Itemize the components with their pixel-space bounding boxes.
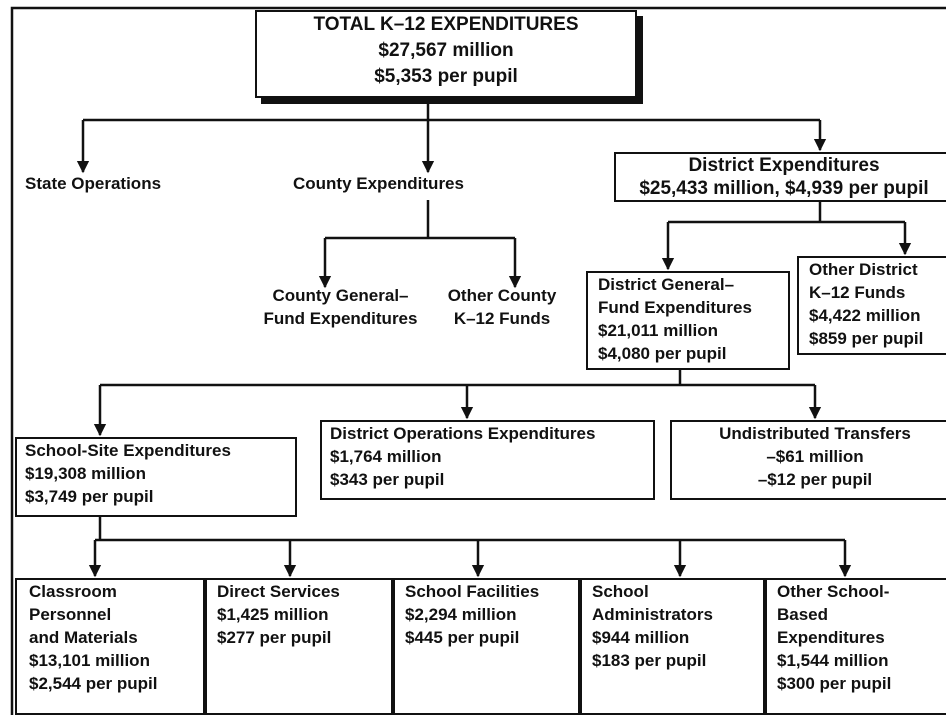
node-text: Expenditures: [777, 628, 885, 647]
node-text: Other District: [809, 260, 918, 279]
node-text: $19,308 million: [25, 464, 146, 483]
node-text: $859 per pupil: [809, 329, 924, 348]
node-text: State Operations: [25, 174, 162, 193]
node-text: $4,422 million: [809, 306, 921, 325]
node-text: $5,353 per pupil: [374, 66, 518, 87]
node-box: Classroom Personnel and Materials $13,101 m…: [15, 578, 205, 715]
node-text: TOTAL K–12 EXPENDITURES: [313, 14, 579, 35]
node-text: Based: [777, 605, 829, 624]
lines: [10, 6, 946, 715]
node-text: $25,433 million, $4,939 per pupil: [639, 178, 929, 199]
node-text: $4,080 per pupil: [598, 344, 727, 363]
node-text: $1,544 million: [777, 651, 889, 670]
node-text: and Materials: [29, 628, 138, 647]
node-box: TOTAL K–12 EXPENDITURES $27,567 million $5…: [255, 10, 637, 98]
node-box: Other District K–12 Funds $4,422 million $8…: [797, 256, 946, 355]
node-text: $944 million: [592, 628, 690, 647]
node-text: Other School-: [777, 582, 890, 601]
node-text: Direct Services: [217, 582, 340, 601]
node-box: School-Site Expenditures $19,308 million $…: [15, 437, 297, 517]
node-text: Undistributed Transfers: [719, 424, 911, 443]
node-text: Personnel: [29, 605, 112, 624]
node-box: District Expenditures $25,433 million, $4…: [614, 152, 946, 202]
node-text: District Expenditures: [688, 155, 880, 176]
node-text: $13,101 million: [29, 651, 150, 670]
node-text: $3,749 per pupil: [25, 487, 154, 506]
node-box: District General– Fund Expenditures $21,01…: [586, 271, 790, 370]
node-text: $445 per pupil: [405, 628, 520, 647]
node-text: K–12 Funds: [453, 309, 551, 328]
node-text: Administrators: [592, 605, 713, 624]
node-box: District Operations Expenditures $1,764 m…: [320, 420, 655, 500]
node-text: $27,567 million: [378, 40, 514, 61]
node-text: $21,011 million: [598, 321, 719, 340]
node-label: County General– Fund Expenditures: [243, 284, 438, 334]
node-box: Other School- Based Expenditures $1,544 mil…: [765, 578, 946, 715]
node-text: $277 per pupil: [217, 628, 332, 647]
node-label: County Expenditures: [293, 172, 543, 198]
node-text: –$61 million: [766, 447, 864, 466]
node-text: $300 per pupil: [777, 674, 892, 693]
node-text: School: [592, 582, 649, 601]
node-text: Other County: [447, 286, 557, 305]
node-text: $1,425 million: [217, 605, 329, 624]
node-box: Direct Services $1,425 million $277 per pu…: [205, 578, 393, 715]
frame: [10, 6, 946, 715]
node-text: $1,764 million: [330, 447, 442, 466]
node-text: –$12 per pupil: [757, 470, 873, 489]
node-text: County Expenditures: [293, 174, 464, 193]
node-box: School Facilities $2,294 million $445 per …: [393, 578, 580, 715]
node-box: School Administrators $944 million $183 per…: [580, 578, 765, 715]
node-text: Fund Expenditures: [263, 309, 418, 328]
node-label: State Operations: [25, 172, 225, 198]
node-text: $183 per pupil: [592, 651, 707, 670]
node-box: Undistributed Transfers –$61 million –$12 …: [670, 420, 946, 500]
node-text: K–12 Funds: [809, 283, 906, 302]
node-text: $343 per pupil: [330, 470, 445, 489]
node-text: $2,294 million: [405, 605, 517, 624]
node-text: School Facilities: [405, 582, 540, 601]
node-text: Classroom: [29, 582, 117, 601]
node-text: $2,544 per pupil: [29, 674, 158, 693]
node-text: School-Site Expenditures: [25, 441, 231, 460]
node-label: Other County K–12 Funds: [432, 284, 572, 334]
node-text: District Operations Expenditures: [330, 424, 596, 443]
node-text: Fund Expenditures: [598, 298, 752, 317]
node-text: District General–: [598, 275, 735, 294]
node-text: County General–: [272, 286, 409, 305]
